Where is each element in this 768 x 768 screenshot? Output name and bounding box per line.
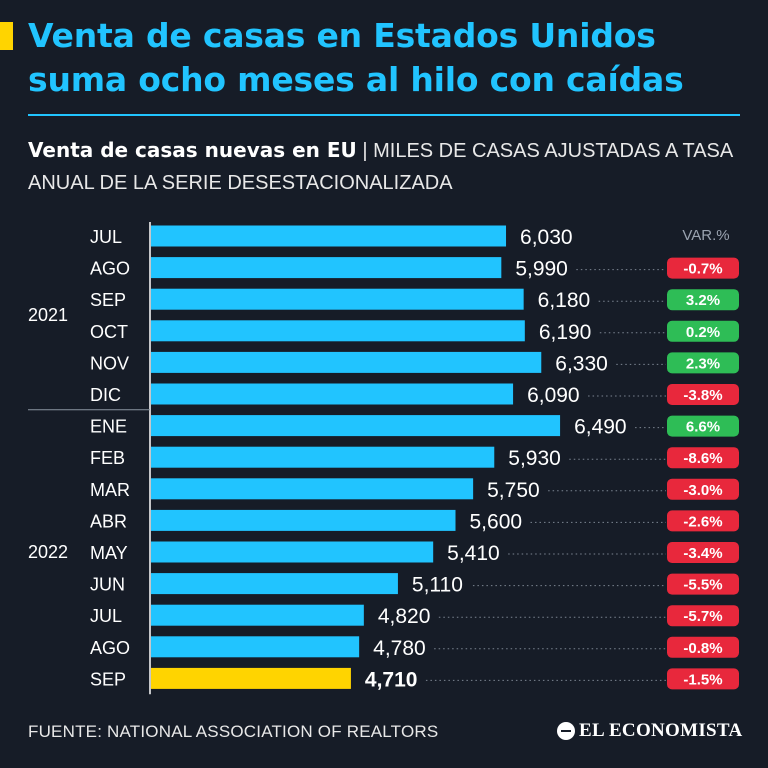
bar <box>151 573 398 595</box>
value-label: 4,710 <box>365 668 418 691</box>
bar <box>151 320 525 342</box>
var-value: -3.0% <box>683 482 722 499</box>
value-label: 5,750 <box>487 479 540 502</box>
var-pill <box>667 289 739 311</box>
month-label: JUL <box>90 606 122 626</box>
var-pill <box>667 447 739 469</box>
var-value: -5.5% <box>683 577 722 594</box>
month-label: MAR <box>90 480 130 500</box>
month-label: SEP <box>90 669 126 689</box>
var-pill <box>667 668 739 690</box>
var-pill <box>667 352 739 374</box>
value-label: 5,990 <box>515 258 568 281</box>
value-label: 5,410 <box>447 542 500 565</box>
var-pill <box>667 510 739 532</box>
bar <box>151 446 495 468</box>
month-label: SEP <box>90 290 126 310</box>
accent-bar <box>0 22 13 50</box>
month-label: AGO <box>90 638 130 658</box>
logo-text: EL ECONOMISTA <box>579 720 743 741</box>
month-label: JUL <box>90 227 122 247</box>
var-pill <box>667 478 739 500</box>
bar <box>151 509 456 531</box>
value-label: 6,330 <box>555 352 608 375</box>
value-label: 4,820 <box>378 605 431 628</box>
value-label: 6,090 <box>527 384 580 407</box>
value-label: 5,930 <box>508 447 561 470</box>
chart-subtitle: Venta de casas nuevas en EU | MILES DE C… <box>28 134 748 199</box>
month-label: ABR <box>90 511 127 531</box>
month-label: ENE <box>90 417 127 437</box>
chart-title: Venta de casas nuevas en EU <box>28 138 357 162</box>
var-value: -8.6% <box>683 450 722 467</box>
bar <box>151 636 360 658</box>
var-value: -1.5% <box>683 671 722 688</box>
month-label: FEB <box>90 448 125 468</box>
var-value: -0.7% <box>683 261 722 278</box>
var-pill <box>667 257 739 279</box>
value-label: 6,190 <box>539 321 592 344</box>
value-label: 6,490 <box>574 416 627 439</box>
source-note: FUENTE: NATIONAL ASSOCIATION OF REALTORS <box>28 722 439 741</box>
logo-icon <box>557 722 575 740</box>
var-pill <box>667 384 739 405</box>
bar <box>151 415 561 437</box>
month-label: OCT <box>90 322 128 342</box>
month-label: NOV <box>90 353 129 373</box>
bar <box>151 604 364 626</box>
var-pill <box>667 320 739 342</box>
var-value: 3.2% <box>686 292 720 309</box>
var-value: -3.4% <box>683 545 722 562</box>
bar <box>151 225 507 247</box>
bar <box>151 383 514 405</box>
headline: Venta de casas en Estados Unidos suma oc… <box>28 16 684 99</box>
month-label: DIC <box>90 385 121 405</box>
var-value: 2.3% <box>686 355 720 372</box>
var-pill <box>667 573 739 595</box>
brand-logo: EL ECONOMISTA <box>557 720 743 742</box>
var-value: -3.8% <box>683 387 722 404</box>
bar <box>151 351 542 373</box>
bar <box>151 478 474 500</box>
var-pill <box>667 605 739 627</box>
var-pill <box>667 415 739 437</box>
month-label: JUN <box>90 575 125 595</box>
bar <box>151 257 502 279</box>
chart-description: MILES DE CASAS AJUSTADAS A TASA ANUAL DE… <box>28 140 733 194</box>
value-label: 4,780 <box>373 637 426 660</box>
var-value: -2.6% <box>683 513 722 530</box>
var-header: VAR.% <box>682 227 729 244</box>
var-value: 6.6% <box>686 419 720 436</box>
subtitle-separator: | <box>362 140 368 162</box>
var-pill <box>667 636 739 658</box>
bar <box>151 541 434 563</box>
var-value: -5.7% <box>683 608 722 625</box>
year-label: 2021 <box>28 305 68 325</box>
value-label: 5,600 <box>470 510 523 533</box>
value-label: 5,110 <box>412 574 463 597</box>
value-label: 6,030 <box>520 226 573 249</box>
value-label: 6,180 <box>538 289 591 312</box>
month-label: MAY <box>90 543 128 563</box>
month-label: AGO <box>90 259 130 279</box>
bar <box>151 288 524 310</box>
bar <box>151 667 351 689</box>
var-pill <box>667 542 739 563</box>
year-label: 2022 <box>28 542 68 562</box>
var-value: -0.8% <box>683 640 722 657</box>
headline-divider <box>28 114 740 116</box>
var-value: 0.2% <box>686 324 720 341</box>
